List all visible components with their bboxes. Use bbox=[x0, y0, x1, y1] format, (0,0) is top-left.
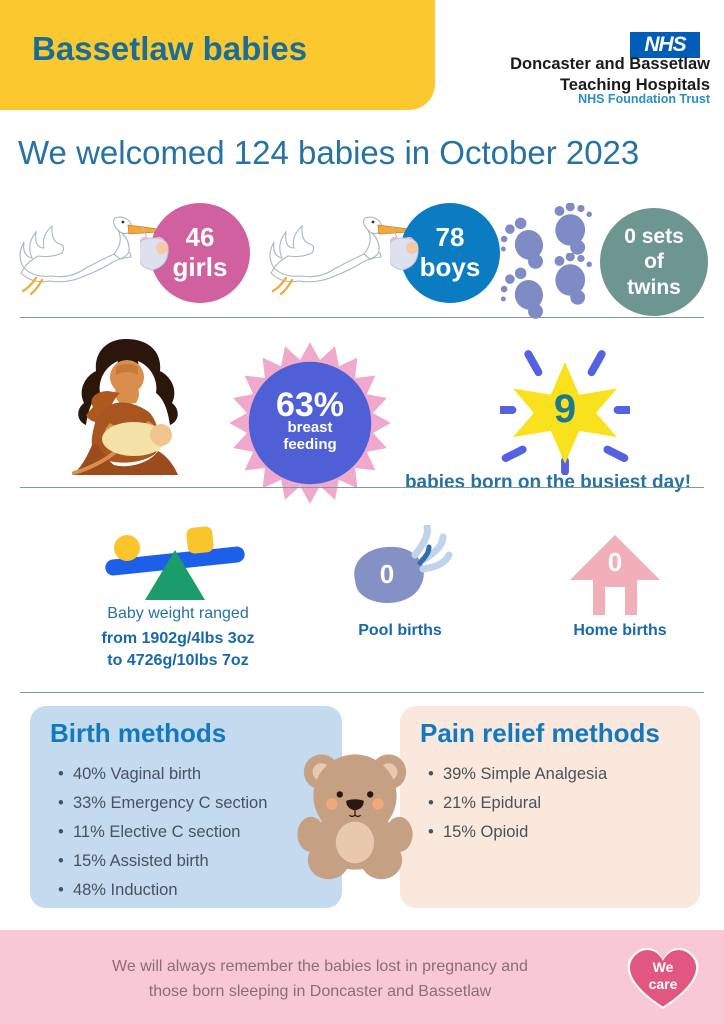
svg-text:0: 0 bbox=[380, 559, 394, 589]
svg-text:0: 0 bbox=[608, 547, 622, 577]
